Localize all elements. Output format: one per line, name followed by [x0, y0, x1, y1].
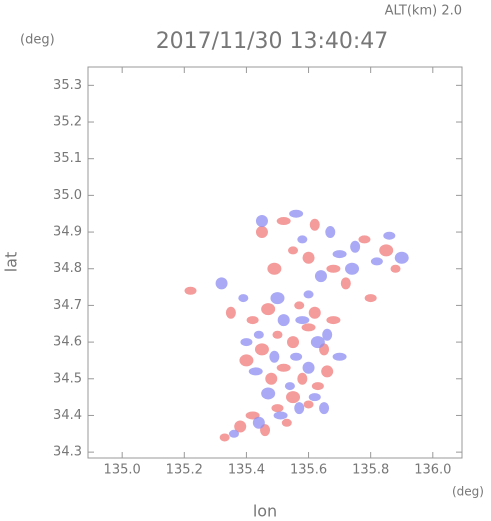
- y-tick-label: 34.9: [53, 225, 82, 240]
- echo-point: [394, 251, 409, 264]
- echo-point: [272, 330, 283, 339]
- echo-point: [332, 250, 347, 259]
- echo-point: [379, 244, 394, 257]
- x-tick-label: 135.8: [352, 463, 389, 478]
- plot-frame: [87, 66, 463, 459]
- echo-point: [273, 411, 288, 420]
- y-tick-label: 35.3: [53, 78, 82, 93]
- y-tick-label: 34.5: [53, 371, 82, 386]
- echo-point: [295, 316, 310, 325]
- echo-point: [326, 264, 341, 273]
- echo-point: [340, 277, 351, 290]
- echo-point: [370, 257, 383, 266]
- echo-point: [246, 316, 259, 325]
- echo-point: [238, 294, 249, 303]
- marks: [184, 209, 409, 442]
- echo-point: [276, 363, 291, 372]
- echo-point: [277, 314, 290, 327]
- echo-point: [265, 372, 278, 385]
- x-tick-label: 136.0: [414, 463, 451, 478]
- echo-point: [255, 215, 268, 228]
- y-tick-label: 34.8: [53, 261, 82, 276]
- echo-point: [309, 218, 320, 231]
- echo-point: [326, 316, 341, 325]
- y-unit: (deg): [20, 33, 55, 48]
- y-axis-label: lat: [2, 252, 21, 273]
- echo-point: [345, 262, 360, 275]
- y-tick-label: 34.3: [53, 445, 82, 460]
- x-tick-label: 135.2: [166, 463, 203, 478]
- echo-point: [219, 433, 230, 442]
- echo-point: [276, 217, 291, 226]
- echo-point: [364, 294, 377, 303]
- echo-point: [294, 402, 305, 415]
- echo-point: [322, 328, 333, 341]
- echo-point: [269, 350, 280, 363]
- x-tick-label: 135.0: [104, 463, 141, 478]
- echo-point: [271, 404, 284, 413]
- echo-point: [303, 400, 314, 409]
- echo-point: [383, 231, 396, 240]
- echo-point: [252, 416, 265, 429]
- chart-title: 2017/11/30 13:40:47: [156, 29, 389, 54]
- echo-point: [332, 352, 347, 361]
- x-tick-label: 135.4: [228, 463, 265, 478]
- echo-point: [358, 235, 371, 244]
- echo-point: [297, 372, 308, 385]
- echo-point: [286, 391, 301, 404]
- echo-point: [234, 420, 247, 433]
- y-tick-label: 34.7: [53, 298, 82, 313]
- echo-point: [297, 235, 308, 244]
- y-tick-label: 35.2: [53, 115, 82, 130]
- echo-point: [261, 303, 276, 316]
- echo-point: [248, 367, 263, 376]
- echo-point: [308, 306, 321, 319]
- echo-point: [288, 246, 299, 255]
- x-tick-label: 135.6: [290, 463, 327, 478]
- echo-point: [390, 264, 401, 273]
- echo-point: [254, 343, 269, 356]
- echo-point: [308, 393, 321, 402]
- echo-point: [270, 292, 285, 305]
- echo-point: [215, 277, 228, 290]
- echo-point: [310, 336, 325, 349]
- echo-point: [302, 251, 315, 264]
- echo-point: [289, 209, 304, 218]
- echo-point: [228, 429, 239, 438]
- echo-point: [240, 338, 253, 347]
- y-tick-label: 34.6: [53, 335, 82, 350]
- echo-point: [319, 402, 330, 415]
- echo-point: [311, 382, 324, 391]
- echo-point: [294, 301, 305, 310]
- echo-point: [321, 365, 334, 378]
- echo-point: [287, 336, 300, 349]
- y-tick-label: 34.4: [53, 408, 82, 423]
- altitude-label: ALT(km) 2.0: [385, 4, 462, 19]
- y-tick-label: 35.0: [53, 188, 82, 203]
- y-tick-label: 35.1: [53, 151, 82, 166]
- echo-point: [239, 354, 254, 367]
- echo-point: [255, 226, 268, 239]
- echo-point: [350, 240, 361, 253]
- echo-point: [290, 352, 303, 361]
- echo-point: [314, 270, 327, 283]
- echo-point: [303, 290, 314, 299]
- echo-point: [225, 306, 236, 319]
- x-axis-label: lon: [253, 502, 277, 521]
- echo-point: [301, 323, 316, 332]
- x-unit: (deg): [452, 485, 484, 499]
- echo-point: [281, 418, 292, 427]
- echo-point: [267, 262, 282, 275]
- echo-point: [325, 226, 336, 239]
- echo-point: [261, 387, 276, 400]
- echo-point: [302, 361, 315, 374]
- echo-point: [284, 382, 295, 391]
- echo-point: [184, 286, 197, 295]
- echo-point: [253, 330, 264, 339]
